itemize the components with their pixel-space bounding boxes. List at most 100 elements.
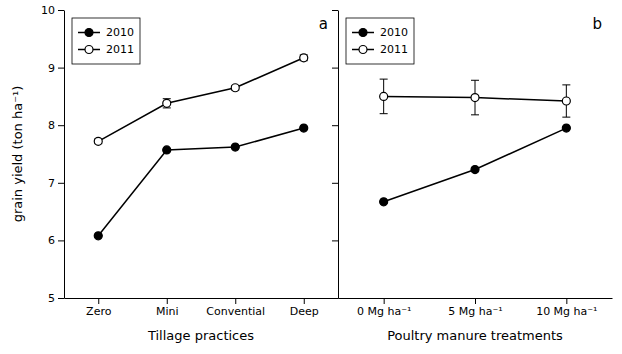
tick-mark xyxy=(332,68,338,69)
point xyxy=(562,124,570,132)
point xyxy=(231,84,239,92)
tick-mark xyxy=(304,298,305,304)
legend-frame xyxy=(346,18,414,64)
tick-label: 9 xyxy=(48,62,55,75)
tick xyxy=(332,68,338,69)
tick: 0 Mg ha⁻¹ xyxy=(357,298,411,318)
tick-mark xyxy=(332,10,338,11)
legend: 2010 2011 xyxy=(72,18,140,64)
annotation: b xyxy=(592,15,602,33)
x-axis: Zero Mini Convential Deep xyxy=(65,298,339,318)
tick-mark xyxy=(58,125,64,126)
point xyxy=(380,92,388,100)
x-axis-title: Poultry manure treatments xyxy=(387,328,563,343)
tick-label: 0 Mg ha⁻¹ xyxy=(357,305,411,318)
tick-mark xyxy=(332,125,338,126)
tick: Deep xyxy=(290,298,319,318)
tick-mark xyxy=(58,298,64,299)
legend-frame xyxy=(72,18,140,64)
tick-label: Zero xyxy=(86,305,112,318)
tick-mark xyxy=(167,298,168,304)
legend-marker xyxy=(85,46,93,54)
tick: 7 xyxy=(48,177,64,190)
plot-area xyxy=(94,54,308,240)
legend-label: 2011 xyxy=(380,43,408,56)
tick xyxy=(332,240,338,241)
tick-label: 7 xyxy=(48,177,55,190)
tick-mark xyxy=(58,240,64,241)
point xyxy=(471,166,479,174)
point xyxy=(562,97,570,105)
tick-mark xyxy=(475,298,476,304)
tick: Zero xyxy=(86,298,112,318)
tick: 8 xyxy=(48,119,64,132)
tick-mark xyxy=(566,298,567,304)
tick: Convential xyxy=(206,298,265,318)
tick-mark xyxy=(58,68,64,69)
axis-line xyxy=(64,11,65,299)
y-axis xyxy=(332,11,339,299)
plot-area xyxy=(380,79,571,206)
tick: 5 Mg ha⁻¹ xyxy=(448,298,502,318)
chart: Zero Mini Convential Deep 5 6 7 8 9 10 Tillage pra… xyxy=(0,0,622,354)
point xyxy=(163,99,171,107)
tick xyxy=(332,183,338,184)
tick-label: 10 Mg ha⁻¹ xyxy=(536,305,597,318)
panel: 0 Mg ha⁻¹ 5 Mg ha⁻¹ 10 Mg ha⁻¹ Poultry manu… xyxy=(332,11,613,344)
axis-line xyxy=(65,298,339,299)
error-bar xyxy=(471,80,479,115)
point xyxy=(300,124,308,132)
panel: Zero Mini Convential Deep 5 6 7 8 9 10 Tillage pra… xyxy=(10,4,339,343)
y-axis: 5 6 7 8 9 10 xyxy=(41,4,65,305)
tick: 9 xyxy=(48,62,64,75)
legend-label: 2010 xyxy=(106,26,134,39)
tick-label: Mini xyxy=(156,305,179,318)
axis-line xyxy=(338,11,339,299)
tick-mark xyxy=(332,298,338,299)
tick-mark xyxy=(58,10,64,11)
error-bar xyxy=(163,99,171,108)
tick-label: 8 xyxy=(48,119,55,132)
line xyxy=(98,58,304,142)
tick xyxy=(332,298,338,299)
tick xyxy=(332,125,338,126)
tick-mark xyxy=(235,298,236,304)
tick: 6 xyxy=(48,234,64,247)
point xyxy=(380,198,388,206)
error-bar xyxy=(562,85,570,117)
legend-marker xyxy=(359,29,367,37)
point xyxy=(94,232,102,240)
tick-label: 6 xyxy=(48,234,55,247)
series xyxy=(94,54,308,146)
tick-mark xyxy=(384,298,385,304)
series xyxy=(94,124,308,240)
point xyxy=(94,137,102,145)
line xyxy=(384,128,567,202)
point xyxy=(231,143,239,151)
tick: 10 Mg ha⁻¹ xyxy=(536,298,597,318)
tick-mark xyxy=(98,298,99,304)
annotation: a xyxy=(319,15,328,33)
tick-label: 10 xyxy=(41,4,55,17)
series xyxy=(380,124,571,206)
y-axis-title: grain yield (ton ha⁻¹) xyxy=(10,86,25,223)
legend-marker xyxy=(85,29,93,37)
tick-mark xyxy=(332,183,338,184)
tick: 10 xyxy=(41,4,64,17)
tick-label: Convential xyxy=(206,305,265,318)
series xyxy=(380,79,571,117)
point xyxy=(300,54,308,62)
tick-label: 5 xyxy=(48,292,55,305)
line xyxy=(98,128,304,236)
legend-marker xyxy=(359,46,367,54)
error-bar xyxy=(380,79,388,114)
tick xyxy=(332,10,338,11)
x-axis-title: Tillage practices xyxy=(147,328,254,343)
tick-label: Deep xyxy=(290,305,319,318)
x-axis: 0 Mg ha⁻¹ 5 Mg ha⁻¹ 10 Mg ha⁻¹ xyxy=(339,298,613,318)
tick: Mini xyxy=(156,298,179,318)
legend-label: 2011 xyxy=(106,43,134,56)
tick-label: 5 Mg ha⁻¹ xyxy=(448,305,502,318)
tick-mark xyxy=(332,240,338,241)
legend: 20102011 xyxy=(346,18,414,64)
